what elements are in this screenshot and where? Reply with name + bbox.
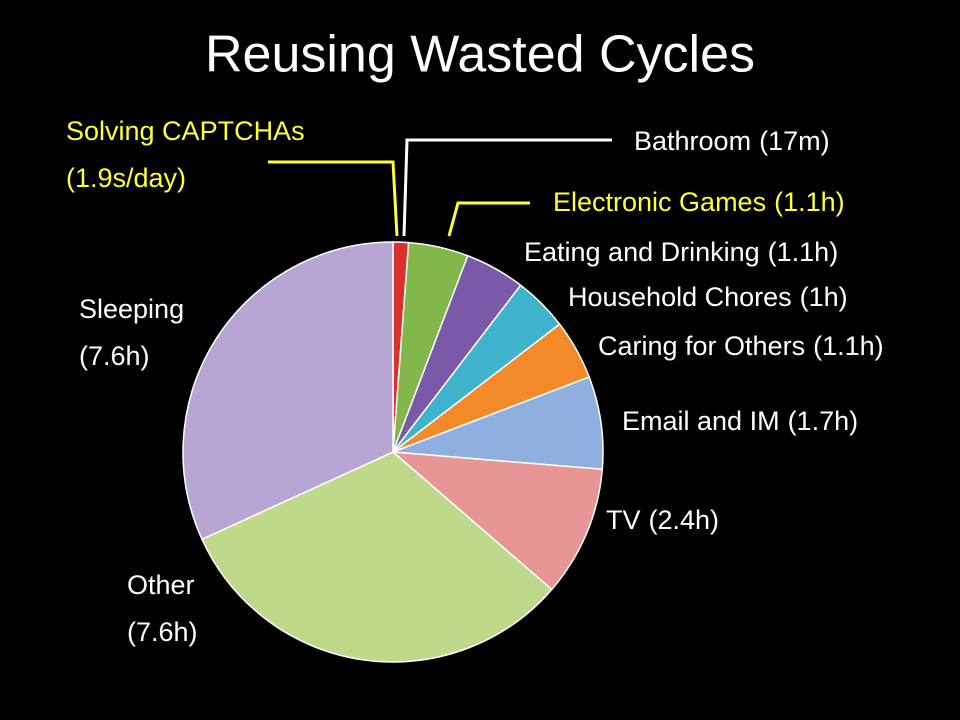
- value-label: (1.1h): [813, 331, 884, 361]
- value-label: (1.9s/day): [66, 163, 186, 193]
- slice-label: Email and IM (1.7h): [622, 406, 858, 436]
- leader-line: [447, 201, 530, 237]
- category-name: Eating and Drinking: [524, 237, 760, 267]
- leader-line: [402, 138, 612, 237]
- category-name: Household Chores: [568, 282, 792, 312]
- leader-line: [268, 160, 399, 237]
- slice-label: Sleeping: [79, 294, 184, 324]
- chart-title: Reusing Wasted Cycles: [205, 26, 755, 84]
- slice-label: Electronic Games (1.1h): [553, 187, 845, 217]
- slice-label: Other: [127, 570, 195, 600]
- slice-label: Solving CAPTCHAs: [66, 116, 305, 146]
- value-label: (17m): [759, 126, 830, 156]
- slice-label: Bathroom (17m): [634, 126, 830, 156]
- value-label: (1h): [800, 282, 848, 312]
- value-label: (1.1h): [768, 237, 839, 267]
- category-name: Electronic Games: [553, 187, 766, 217]
- category-name: Caring for Others: [598, 331, 805, 361]
- pie-slice: [390, 451, 604, 591]
- slice-label: Caring for Others (1.1h): [598, 331, 884, 361]
- category-name: Bathroom: [634, 126, 751, 156]
- slice-label: Household Chores (1h): [568, 282, 848, 312]
- value-label: (7.6h): [79, 341, 150, 371]
- value-label: (1.1h): [774, 187, 845, 217]
- slice-label: TV (2.4h): [606, 505, 719, 535]
- value-label: (7.6h): [127, 617, 198, 647]
- pie-slice: [182, 241, 394, 541]
- value-label: (2.4h): [649, 505, 720, 535]
- value-label: (1.7h): [788, 406, 859, 436]
- category-name: TV: [606, 505, 641, 535]
- slice-label: Eating and Drinking (1.1h): [524, 237, 838, 267]
- category-name: Email and IM: [622, 406, 780, 436]
- pie-slice: [200, 451, 553, 663]
